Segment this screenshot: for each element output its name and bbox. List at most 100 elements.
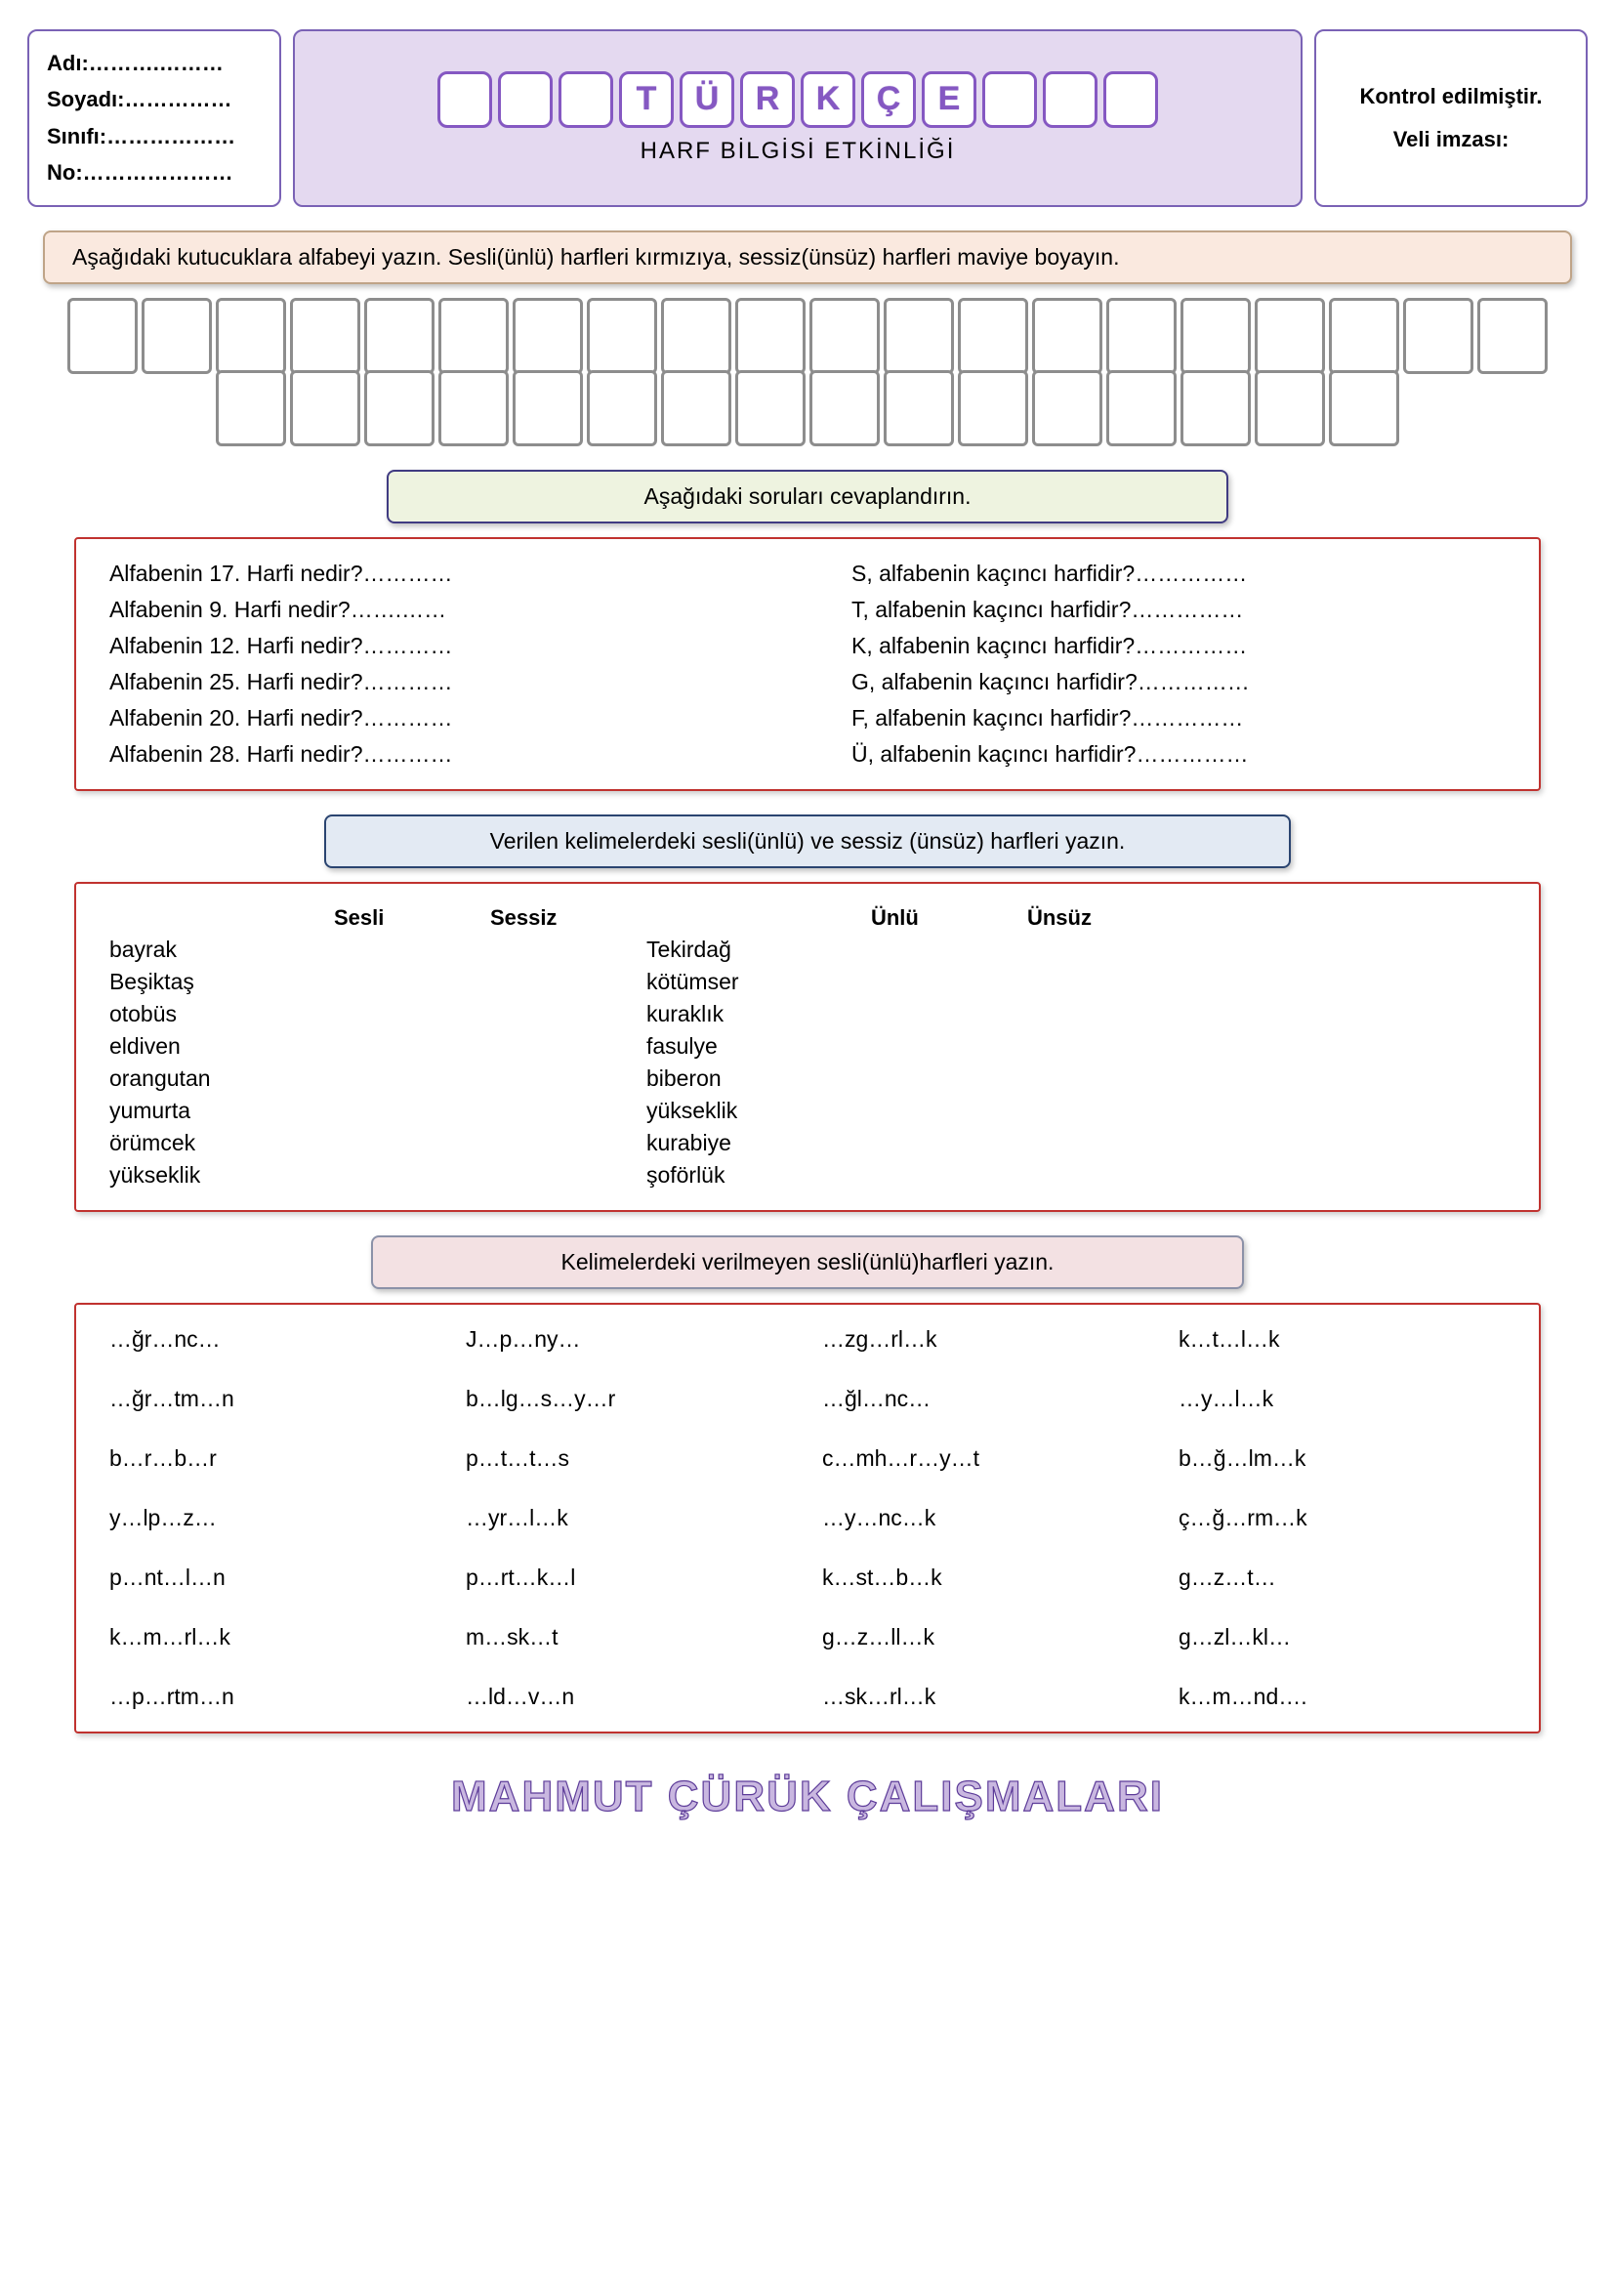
question-right[interactable]: F, alfabenin kaçıncı harfidir?…………… xyxy=(851,705,1506,731)
surname-field[interactable]: Soyadı:…………… xyxy=(47,81,262,117)
question-right[interactable]: T, alfabenin kaçıncı harfidir?…………… xyxy=(851,597,1506,623)
fill-cell[interactable]: J…p…ny… xyxy=(466,1326,793,1353)
sign-text[interactable]: Veli imzası: xyxy=(1334,127,1568,152)
answer-cell[interactable] xyxy=(490,937,646,963)
fill-cell[interactable]: g…zl…kl… xyxy=(1179,1624,1506,1650)
answer-cell[interactable] xyxy=(1027,1065,1183,1092)
answer-cell[interactable] xyxy=(490,1033,646,1060)
alphabet-box[interactable] xyxy=(1032,370,1102,446)
alphabet-box[interactable] xyxy=(587,298,657,374)
answer-cell[interactable] xyxy=(490,1001,646,1027)
answer-cell[interactable] xyxy=(334,937,490,963)
fill-cell[interactable]: …ğl…nc… xyxy=(822,1386,1149,1412)
alphabet-box[interactable] xyxy=(958,370,1028,446)
fill-cell[interactable]: k…t…l…k xyxy=(1179,1326,1506,1353)
answer-cell[interactable] xyxy=(490,1162,646,1189)
no-field[interactable]: No:………………… xyxy=(47,154,262,190)
alphabet-box[interactable] xyxy=(216,298,286,374)
alphabet-box[interactable] xyxy=(1255,370,1325,446)
alphabet-box[interactable] xyxy=(1329,298,1399,374)
answer-cell[interactable] xyxy=(871,1065,1027,1092)
alphabet-box[interactable] xyxy=(1403,298,1473,374)
alphabet-box[interactable] xyxy=(438,298,509,374)
fill-cell[interactable]: b…lg…s…y…r xyxy=(466,1386,793,1412)
fill-cell[interactable]: p…rt…k…l xyxy=(466,1565,793,1591)
alphabet-box[interactable] xyxy=(513,298,583,374)
answer-cell[interactable] xyxy=(334,1130,490,1156)
alphabet-box[interactable] xyxy=(67,298,138,374)
fill-cell[interactable]: …ğr…nc… xyxy=(109,1326,436,1353)
alphabet-box[interactable] xyxy=(142,298,212,374)
question-right[interactable]: Ü, alfabenin kaçıncı harfidir?…………… xyxy=(851,741,1506,768)
alphabet-box[interactable] xyxy=(884,298,954,374)
fill-cell[interactable]: …sk…rl…k xyxy=(822,1684,1149,1710)
fill-cell[interactable]: b…r…b…r xyxy=(109,1445,436,1472)
fill-cell[interactable]: y…lp…z… xyxy=(109,1505,436,1531)
answer-cell[interactable] xyxy=(334,1001,490,1027)
answer-cell[interactable] xyxy=(334,1033,490,1060)
alphabet-box[interactable] xyxy=(1180,298,1251,374)
name-field[interactable]: Adı:……….……… xyxy=(47,45,262,81)
fill-cell[interactable]: …p…rtm…n xyxy=(109,1684,436,1710)
alphabet-box[interactable] xyxy=(364,298,435,374)
answer-cell[interactable] xyxy=(490,1130,646,1156)
answer-cell[interactable] xyxy=(871,1162,1027,1189)
fill-cell[interactable]: …y…l…k xyxy=(1179,1386,1506,1412)
alphabet-box[interactable] xyxy=(1106,298,1177,374)
alphabet-box[interactable] xyxy=(958,298,1028,374)
answer-cell[interactable] xyxy=(871,1098,1027,1124)
question-left[interactable]: Alfabenin 9. Harfi nedir?…….…… xyxy=(109,597,764,623)
alphabet-box[interactable] xyxy=(1329,370,1399,446)
answer-cell[interactable] xyxy=(1027,969,1183,995)
alphabet-box[interactable] xyxy=(809,298,880,374)
answer-cell[interactable] xyxy=(871,1001,1027,1027)
answer-cell[interactable] xyxy=(490,1065,646,1092)
fill-cell[interactable]: c…mh…r…y…t xyxy=(822,1445,1149,1472)
alphabet-box[interactable] xyxy=(290,298,360,374)
answer-cell[interactable] xyxy=(334,1162,490,1189)
alphabet-box[interactable] xyxy=(216,370,286,446)
alphabet-box[interactable] xyxy=(661,298,731,374)
alphabet-box[interactable] xyxy=(587,370,657,446)
answer-cell[interactable] xyxy=(871,937,1027,963)
alphabet-box[interactable] xyxy=(1106,370,1177,446)
alphabet-box[interactable] xyxy=(735,298,806,374)
answer-cell[interactable] xyxy=(1027,1098,1183,1124)
fill-cell[interactable]: …ld…v…n xyxy=(466,1684,793,1710)
fill-cell[interactable]: m…sk…t xyxy=(466,1624,793,1650)
fill-cell[interactable]: b…ğ…lm…k xyxy=(1179,1445,1506,1472)
question-left[interactable]: Alfabenin 12. Harfi nedir?………… xyxy=(109,633,764,659)
alphabet-box[interactable] xyxy=(438,370,509,446)
alphabet-box[interactable] xyxy=(1477,298,1548,374)
answer-cell[interactable] xyxy=(490,969,646,995)
question-left[interactable]: Alfabenin 28. Harfi nedir?………… xyxy=(109,741,764,768)
alphabet-box[interactable] xyxy=(1255,298,1325,374)
fill-cell[interactable]: k…m…nd…. xyxy=(1179,1684,1506,1710)
fill-cell[interactable]: …y…nc…k xyxy=(822,1505,1149,1531)
fill-cell[interactable]: k…m…rl…k xyxy=(109,1624,436,1650)
question-right[interactable]: K, alfabenin kaçıncı harfidir?…………… xyxy=(851,633,1506,659)
question-left[interactable]: Alfabenin 17. Harfi nedir?………… xyxy=(109,561,764,587)
fill-cell[interactable]: p…nt…l…n xyxy=(109,1565,436,1591)
fill-cell[interactable]: p…t…t…s xyxy=(466,1445,793,1472)
answer-cell[interactable] xyxy=(1027,937,1183,963)
question-right[interactable]: S, alfabenin kaçıncı harfidir?…………… xyxy=(851,561,1506,587)
answer-cell[interactable] xyxy=(1027,1001,1183,1027)
answer-cell[interactable] xyxy=(1027,1162,1183,1189)
question-left[interactable]: Alfabenin 20. Harfi nedir?………… xyxy=(109,705,764,731)
alphabet-box[interactable] xyxy=(1032,298,1102,374)
fill-cell[interactable]: …ğr…tm…n xyxy=(109,1386,436,1412)
fill-cell[interactable]: …yr…l…k xyxy=(466,1505,793,1531)
question-left[interactable]: Alfabenin 25. Harfi nedir?………… xyxy=(109,669,764,695)
answer-cell[interactable] xyxy=(490,1098,646,1124)
answer-cell[interactable] xyxy=(1027,1033,1183,1060)
answer-cell[interactable] xyxy=(334,1098,490,1124)
alphabet-box[interactable] xyxy=(290,370,360,446)
alphabet-box[interactable] xyxy=(809,370,880,446)
fill-cell[interactable]: …zg…rl…k xyxy=(822,1326,1149,1353)
answer-cell[interactable] xyxy=(871,1033,1027,1060)
alphabet-box[interactable] xyxy=(513,370,583,446)
class-field[interactable]: Sınıfı:……………… xyxy=(47,118,262,154)
alphabet-box[interactable] xyxy=(1180,370,1251,446)
answer-cell[interactable] xyxy=(871,1130,1027,1156)
